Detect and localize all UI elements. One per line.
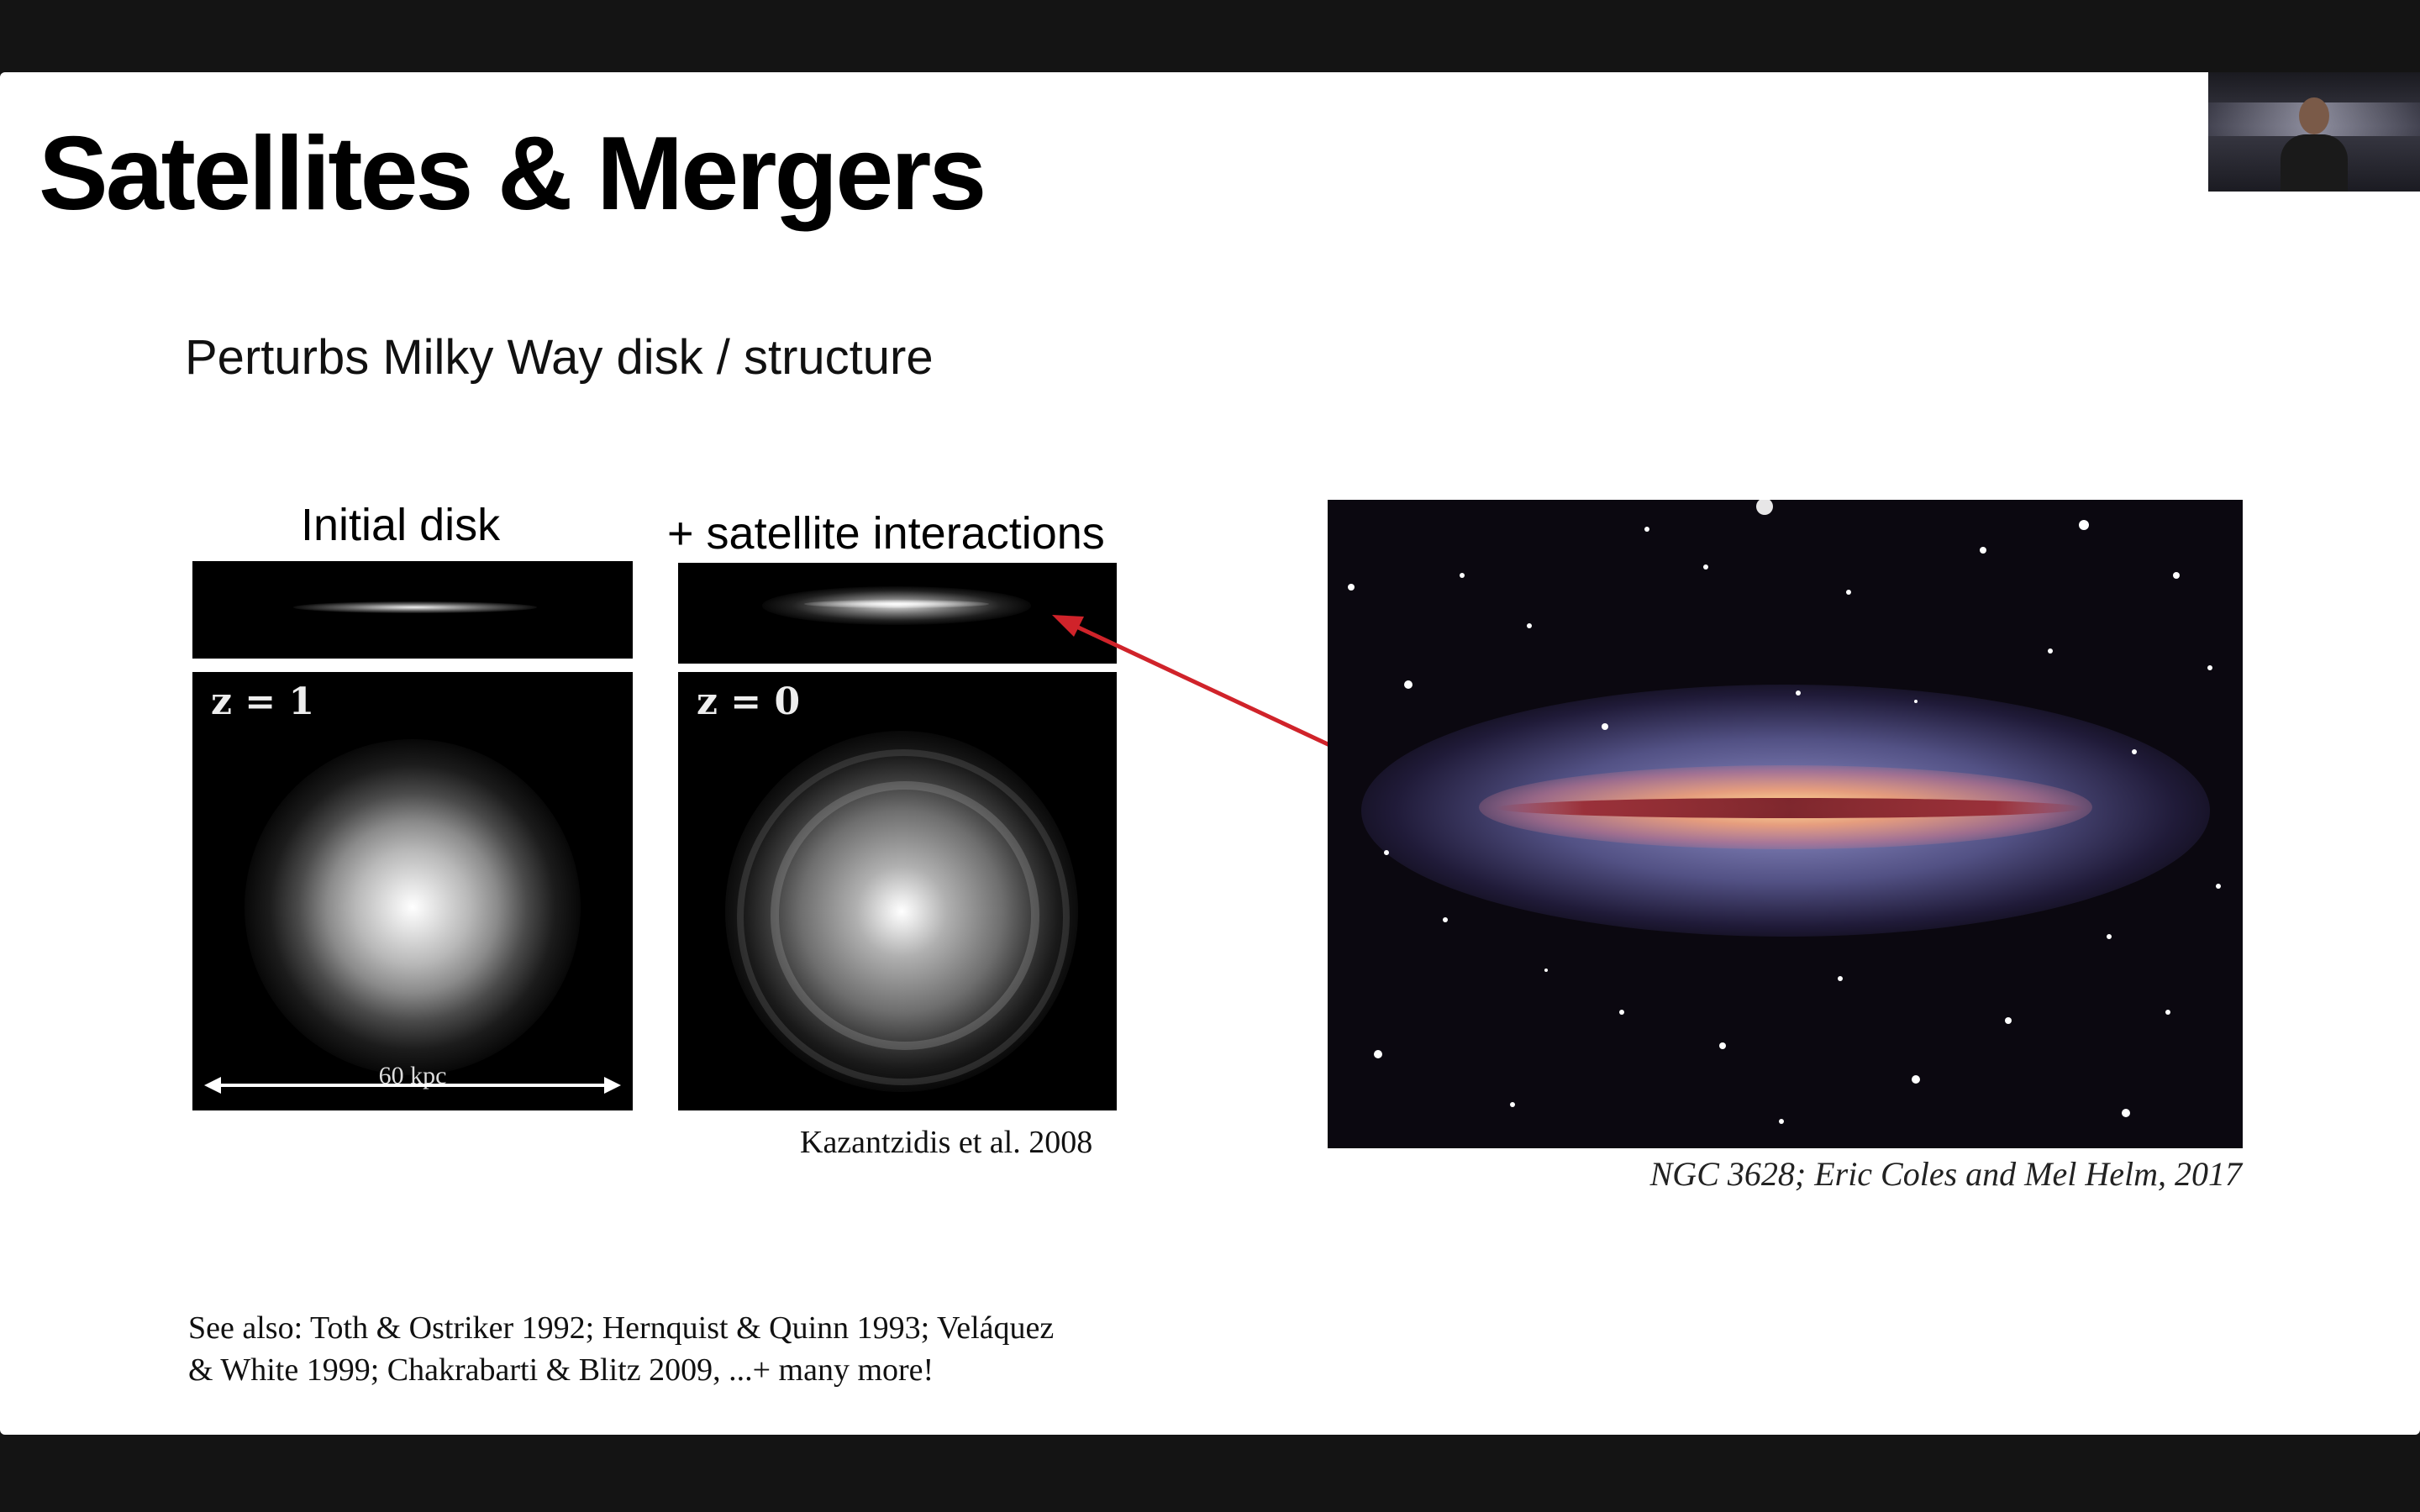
webcam-video-thumbnail[interactable] [2208, 72, 2420, 192]
satellite-interactions-label: + satellite interactions [667, 508, 1105, 559]
presenter-body-icon [2281, 134, 2348, 192]
photo-caption: NGC 3628; Eric Coles and Mel Helm, 2017 [1649, 1155, 2242, 1193]
slide-title: Satellites & Mergers [39, 116, 986, 232]
see-also-references: See also: Toth & Ostriker 1992; Hernquis… [188, 1307, 1163, 1391]
initial-disk-face-on-image: z = 1 60 kpc [192, 672, 633, 1110]
perturbed-disk-edge-on-image [678, 563, 1117, 664]
redshift-label-right: z = 0 [697, 680, 801, 723]
scale-bar-arrow-icon [204, 1077, 621, 1094]
references-line-2: & White 1999; Chakrabarti & Blitz 2009, … [188, 1352, 934, 1388]
simulation-citation: Kazantzidis et al. 2008 [800, 1125, 1093, 1160]
redshift-label-left: z = 1 [211, 680, 315, 723]
initial-disk-label: Initial disk [301, 500, 501, 550]
references-line-1: See also: Toth & Ostriker 1992; Hernquis… [188, 1310, 1055, 1346]
initial-disk-edge-on-image [192, 561, 633, 659]
slide-subtitle: Perturbs Milky Way disk / structure [185, 330, 934, 385]
presentation-slide: Satellites & Mergers Perturbs Milky Way … [0, 72, 2420, 1435]
perturbed-disk-face-on-image: z = 0 [678, 672, 1117, 1110]
star-field [1348, 500, 2221, 1124]
ngc3628-galaxy-photo [1328, 500, 2243, 1148]
presenter-head-icon [2299, 97, 2329, 134]
